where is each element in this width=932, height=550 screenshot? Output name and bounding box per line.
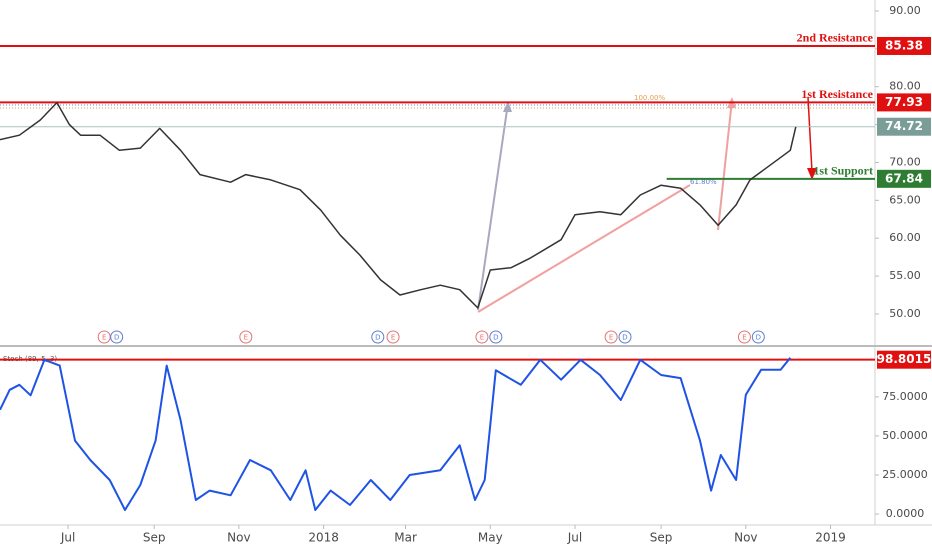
y-tick-label: 50.0000 bbox=[882, 429, 928, 442]
trend-line bbox=[477, 184, 691, 313]
level-price-label: 67.84 bbox=[885, 171, 923, 185]
x-tick-label: May bbox=[478, 531, 503, 545]
event-marker bbox=[737, 330, 751, 344]
level-value-box bbox=[877, 350, 931, 369]
last-price-box bbox=[877, 117, 931, 136]
y-tick-label: 0.0000 bbox=[886, 507, 925, 520]
y-tick-label: 75.0000 bbox=[882, 390, 928, 403]
event-label: D bbox=[114, 334, 119, 342]
projection-arrow bbox=[717, 99, 733, 231]
event-marker bbox=[751, 330, 765, 344]
x-tick-label: Sep bbox=[143, 531, 166, 545]
level-value-label: 98.8015 bbox=[877, 352, 932, 366]
level-price-box bbox=[877, 93, 931, 112]
level-name: 2nd Resistance bbox=[797, 31, 874, 45]
fib-label: 100.00% bbox=[634, 94, 665, 102]
level-price-label: 85.38 bbox=[885, 38, 923, 52]
event-label: E bbox=[742, 334, 746, 342]
event-marker bbox=[239, 330, 253, 344]
y-tick-label: 80.00 bbox=[889, 80, 921, 93]
series-line bbox=[0, 357, 792, 511]
y-tick-label: 65.00 bbox=[889, 193, 921, 206]
event-marker bbox=[371, 330, 385, 344]
series-line bbox=[0, 101, 797, 309]
event-marker bbox=[386, 330, 400, 344]
x-tick-label: Sep bbox=[650, 531, 673, 545]
arrow-head bbox=[503, 101, 512, 112]
event-label: E bbox=[102, 334, 106, 342]
x-tick-label: 2018 bbox=[308, 531, 339, 545]
event-label: E bbox=[244, 334, 248, 342]
event-label: E bbox=[609, 334, 613, 342]
y-tick-label: 55.00 bbox=[889, 269, 921, 282]
event-label: E bbox=[480, 334, 484, 342]
x-tick-label: Jul bbox=[567, 531, 582, 545]
event-label: D bbox=[622, 334, 627, 342]
x-tick-label: Jul bbox=[60, 531, 75, 545]
level-price-box bbox=[877, 169, 931, 188]
arrow-head bbox=[807, 168, 817, 180]
event-marker bbox=[604, 330, 618, 344]
fib-label: 61.80% bbox=[690, 178, 717, 186]
level-price-label: 77.93 bbox=[885, 95, 923, 109]
x-tick-label: 2019 bbox=[815, 531, 846, 545]
y-tick-label: 90.00 bbox=[889, 4, 921, 17]
x-tick-label: Nov bbox=[734, 531, 757, 545]
y-tick-label: 25.0000 bbox=[882, 468, 928, 481]
event-label: D bbox=[756, 334, 761, 342]
event-marker bbox=[475, 330, 489, 344]
event-marker bbox=[110, 330, 124, 344]
level-price-box bbox=[877, 36, 931, 55]
y-tick-label: 70.00 bbox=[889, 155, 921, 168]
x-tick-label: Mar bbox=[394, 531, 417, 545]
level-name: 1st Resistance bbox=[801, 87, 873, 101]
event-label: E bbox=[391, 334, 395, 342]
event-marker bbox=[618, 330, 632, 344]
event-label: D bbox=[375, 334, 380, 342]
target-arrow bbox=[807, 96, 813, 173]
x-tick-label: Nov bbox=[227, 531, 250, 545]
level-name: 1st Support bbox=[813, 164, 873, 178]
event-marker bbox=[489, 330, 503, 344]
event-label: D bbox=[493, 334, 498, 342]
last-price-label: 74.72 bbox=[885, 119, 923, 133]
y-tick-label: 60.00 bbox=[889, 231, 921, 244]
projection-arrow bbox=[477, 102, 509, 311]
y-tick-label: 50.00 bbox=[889, 307, 921, 320]
